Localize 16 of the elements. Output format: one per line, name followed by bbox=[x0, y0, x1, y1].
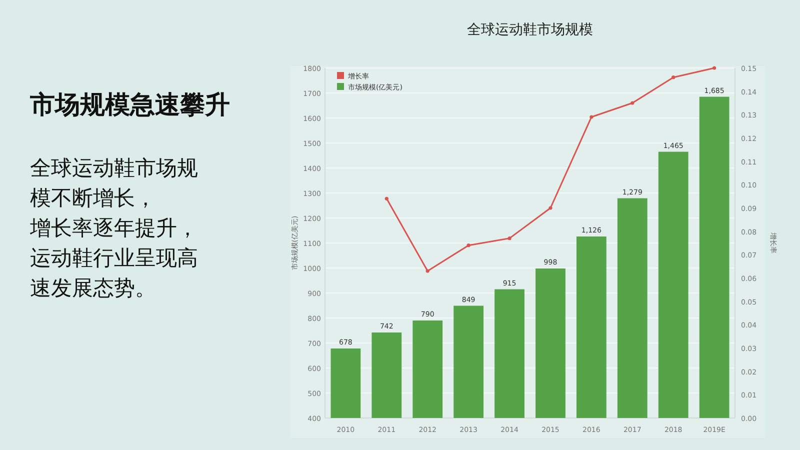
point bbox=[508, 236, 512, 240]
text: 运动鞋行业呈现高 bbox=[30, 246, 198, 270]
text: 市场规模急速攀升 bbox=[29, 90, 230, 119]
point bbox=[384, 196, 388, 200]
text: 增长率逐年提升， bbox=[29, 216, 198, 240]
point bbox=[548, 206, 552, 210]
point bbox=[466, 244, 470, 248]
point bbox=[712, 66, 716, 70]
point bbox=[590, 115, 594, 119]
point bbox=[672, 76, 676, 80]
point bbox=[426, 269, 430, 273]
text: 全球运动鞋市场规 bbox=[30, 156, 198, 180]
text: 速发展态势。 bbox=[30, 276, 156, 300]
text: 模不断增长， bbox=[30, 186, 156, 210]
point bbox=[630, 101, 634, 105]
chart-title: 全球运动鞋市场规模 bbox=[467, 22, 593, 38]
